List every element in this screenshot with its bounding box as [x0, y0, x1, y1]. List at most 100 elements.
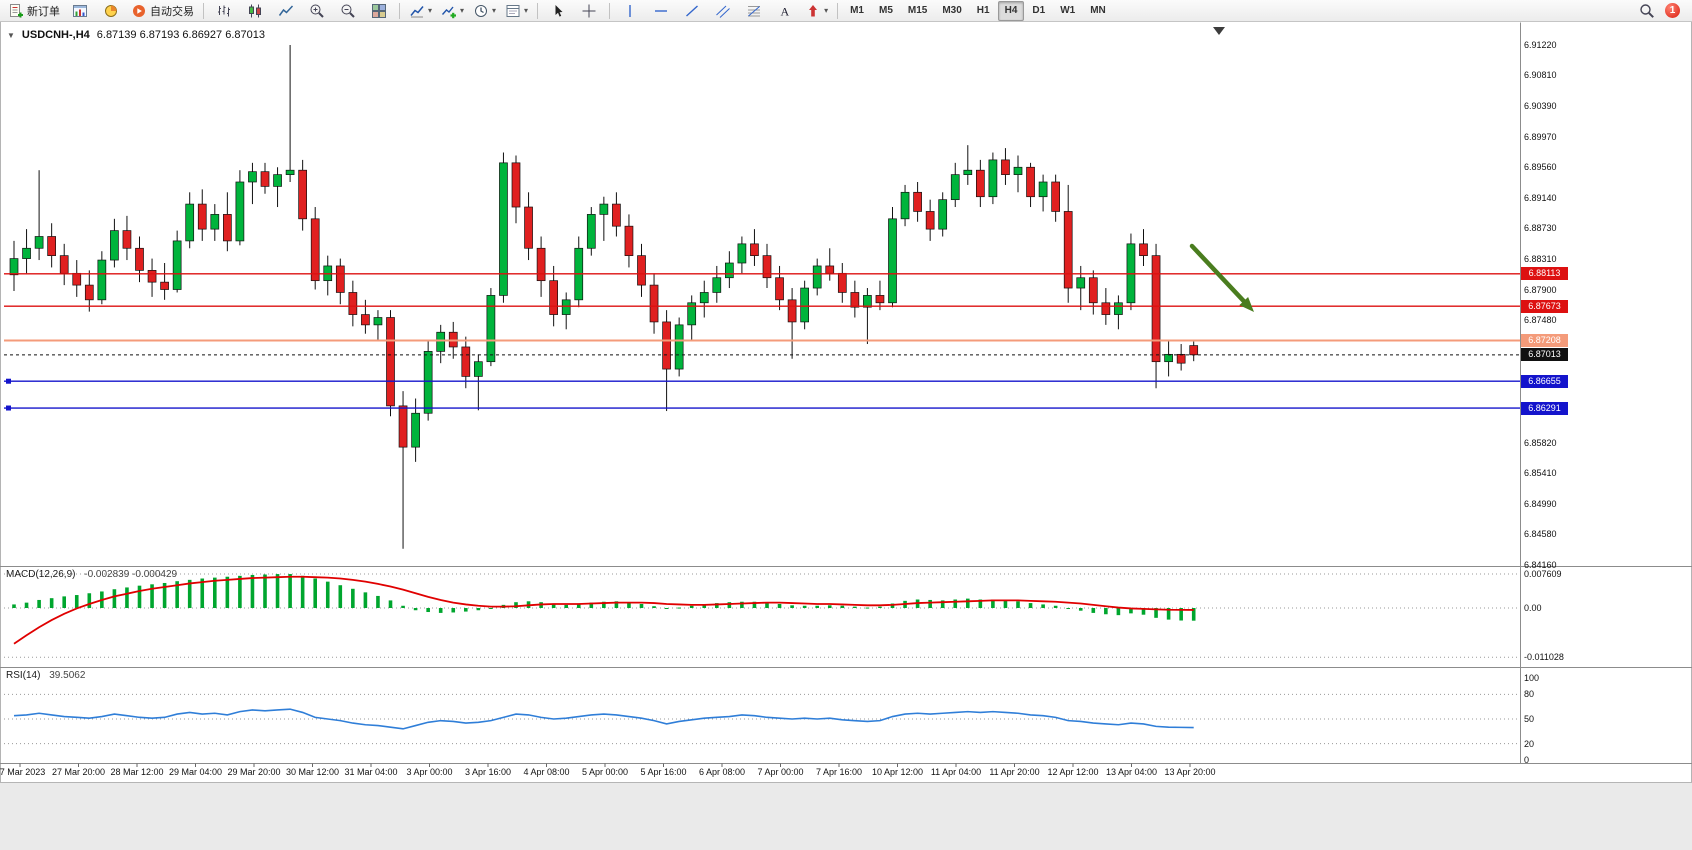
- timeframe-button-w1[interactable]: W1: [1060, 4, 1076, 16]
- timeframe-button-m1[interactable]: M1: [850, 4, 864, 16]
- zoom-out-button[interactable]: [333, 0, 363, 22]
- time-axis-label: 11 Apr 04:00: [930, 767, 982, 777]
- chart-window-icon: [73, 4, 87, 17]
- chart-ohlc-values: 6.87139 6.87193 6.86927 6.87013: [96, 29, 265, 41]
- time-axis-label: 3 Apr 00:00: [406, 767, 453, 777]
- timeframe-button-m5[interactable]: M5: [878, 4, 893, 16]
- channel-icon: [716, 5, 730, 18]
- price-axis-label: 6.84160: [1524, 559, 1557, 570]
- algo-trading-button-label: 自动交易: [150, 5, 194, 18]
- timeframe-button-h4[interactable]: H4: [997, 0, 1025, 21]
- profile-button[interactable]: [96, 0, 126, 22]
- trendline-icon: [686, 4, 699, 17]
- new-order-button[interactable]: 新订单: [4, 0, 64, 22]
- bars-icon: [218, 5, 230, 16]
- price-axis-label: 6.85410: [1524, 467, 1557, 478]
- one-click-trading-toggle[interactable]: ▼: [7, 30, 15, 40]
- price-axis-label: 6.89560: [1524, 162, 1557, 173]
- indicators-button[interactable]: ▾: [405, 0, 436, 22]
- add-indicator-button[interactable]: ▾: [437, 0, 468, 22]
- dropdown-arrow-icon: ▾: [460, 6, 465, 15]
- resistance-line-1-price-tag: 6.88113: [1521, 267, 1568, 281]
- time-axis-label: 3 Apr 16:00: [464, 767, 512, 777]
- crosshair-button[interactable]: [574, 0, 604, 22]
- candlestick-chart-button[interactable]: [240, 0, 270, 22]
- trendline-button[interactable]: [677, 0, 707, 22]
- notification-badge[interactable]: 1: [1665, 3, 1680, 18]
- time-axis-label: 28 Mar 12:00: [110, 767, 164, 777]
- toolbar-separator: [537, 2, 539, 19]
- rsi-indicator-name: RSI(14): [6, 670, 41, 681]
- resistance-line-2-price-tag: 6.87673: [1521, 299, 1568, 313]
- price-axis-label: 6.87900: [1524, 284, 1557, 295]
- period-button[interactable]: ▾: [469, 0, 500, 22]
- trend-arrow-head[interactable]: [1239, 296, 1254, 312]
- chart-shift-marker[interactable]: [1213, 27, 1225, 35]
- time-axis-label: 29 Mar 04:00: [168, 767, 223, 777]
- rsi-axis-label: 0: [1524, 755, 1530, 765]
- timeframe-button-h1[interactable]: H1: [976, 4, 990, 16]
- dropdown-arrow-icon: ▾: [824, 6, 829, 15]
- horizontal-line-button[interactable]: [646, 0, 676, 22]
- time-axis-label: 31 Mar 04:00: [344, 767, 398, 777]
- cursor-icon: [555, 4, 563, 17]
- zoom-in-button[interactable]: [302, 0, 332, 22]
- line-chart-button[interactable]: [271, 0, 301, 22]
- candlestick-series: [9, 45, 1199, 549]
- price-axis-label: 6.91220: [1524, 40, 1557, 50]
- support-line-blue-2-price-tag: 6.86291: [1521, 401, 1568, 415]
- time-axis-label: 12 Apr 12:00: [1047, 767, 1099, 777]
- fibonacci-button[interactable]: [739, 0, 769, 22]
- timeframe-button-mn[interactable]: MN: [1090, 4, 1106, 16]
- price-axis-label: 6.88310: [1524, 254, 1557, 265]
- macd-indicator-values: -0.002839 -0.000429: [84, 569, 178, 580]
- candles-icon: [249, 4, 261, 17]
- toolbar-separator: [609, 2, 611, 19]
- price-axis-label: 6.84990: [1524, 498, 1557, 509]
- time-axis-label: 13 Apr 04:00: [1105, 767, 1158, 777]
- chart-symbol-period: USDCNH-,H4: [21, 29, 90, 41]
- search-button[interactable]: [1632, 0, 1662, 22]
- text-button[interactable]: A: [770, 0, 800, 22]
- search-icon: [1640, 3, 1654, 18]
- timeframe-button-m30[interactable]: M30: [942, 4, 962, 16]
- arrows-button[interactable]: ▾: [801, 0, 832, 22]
- support-line-orange-price-tag: 6.87208: [1521, 333, 1568, 347]
- algo-trading-button[interactable]: 自动交易: [127, 0, 198, 22]
- bar-chart-button[interactable]: [209, 0, 239, 22]
- dropdown-arrow-icon: ▾: [492, 6, 497, 15]
- clock-icon: [475, 4, 488, 17]
- timeframe-button-d1[interactable]: D1: [1032, 4, 1046, 16]
- chart-window-button[interactable]: [65, 0, 95, 22]
- zoom-out-icon: [341, 4, 355, 18]
- trend-arrow-annotation[interactable]: [1189, 243, 1246, 304]
- timeframe-button-m15[interactable]: M15: [907, 4, 928, 16]
- templates-button[interactable]: ▾: [501, 0, 532, 22]
- channel-button[interactable]: [708, 0, 738, 22]
- time-axis-label: 13 Apr 20:00: [1164, 767, 1216, 777]
- toolbar-separator: [837, 2, 839, 19]
- price-axis-label: 6.90390: [1524, 101, 1557, 112]
- tile-windows-button[interactable]: [364, 0, 394, 22]
- dropdown-arrow-icon: ▾: [428, 6, 433, 15]
- hline-icon: [655, 9, 668, 12]
- chart-title: ▼ USDCNH-,H4 6.87139 6.87193 6.86927 6.8…: [7, 29, 265, 41]
- vertical-line-button[interactable]: [615, 0, 645, 22]
- macd-axis-label: 0.00: [1524, 603, 1542, 613]
- zoom-in-icon: [310, 4, 324, 18]
- price-axis-label: 6.88730: [1524, 223, 1557, 234]
- macd-panel-label: MACD(12,26,9) -0.002839 -0.000429: [6, 569, 177, 580]
- indicators-icon: [410, 5, 424, 17]
- time-axis-label: 4 Apr 08:00: [523, 767, 570, 777]
- cursor-button[interactable]: [543, 0, 573, 22]
- time-axis-label: 27 Mar 20:00: [51, 767, 106, 777]
- profile-icon: [105, 4, 117, 17]
- support-line-blue-1-price-tag: 6.86655: [1521, 374, 1568, 388]
- support-line-blue-1-handle[interactable]: [6, 378, 11, 384]
- support-line-blue-2-handle[interactable]: [6, 405, 11, 411]
- dropdown-arrow-icon: ▾: [524, 6, 529, 15]
- line-chart-icon: [278, 4, 294, 16]
- tile-windows-icon: [372, 3, 386, 18]
